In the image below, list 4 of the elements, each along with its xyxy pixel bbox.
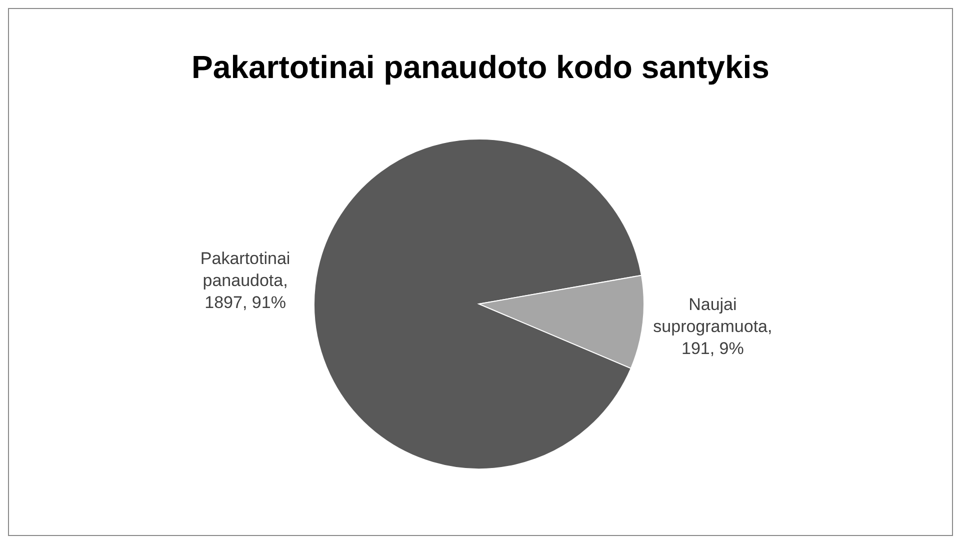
slice-label: Naujai suprogramuota, 191, 9% [653, 295, 772, 358]
slice-label: Pakartotinai panaudota, 1897, 91% [200, 248, 290, 312]
pie-slice [314, 138, 642, 470]
chart-title: Pakartotinai panaudoto kodo santykis [190, 49, 770, 86]
